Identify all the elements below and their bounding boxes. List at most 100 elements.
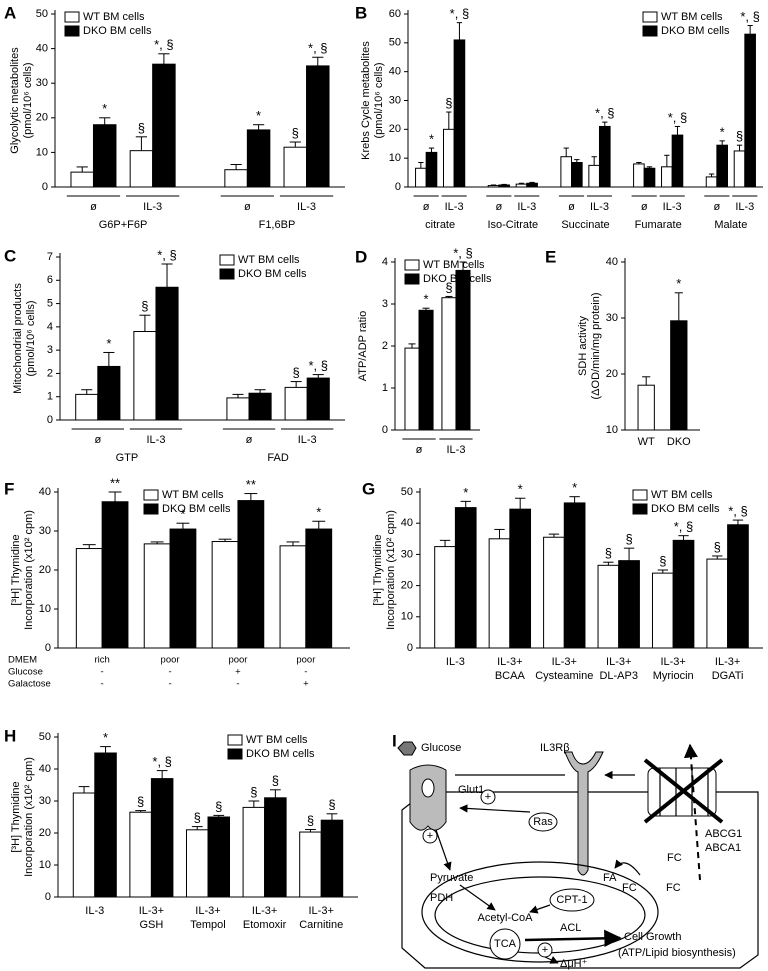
x-tick-label: IL-3: [143, 201, 162, 213]
y-tick-label: 2: [47, 367, 53, 379]
y-tick-label: 3: [382, 298, 388, 310]
x-tick-label: ø: [568, 201, 575, 213]
significance-label: §: [293, 365, 300, 380]
arrow: [459, 804, 531, 813]
significance-label: *, §: [308, 358, 328, 373]
y-tick-label: 10: [389, 152, 401, 164]
diagram-label: PDH: [430, 892, 453, 904]
arrow: [544, 956, 559, 964]
y-tick-label: 30: [36, 77, 48, 89]
x-tick-label: IL-3+: [497, 656, 522, 668]
legend-label: WT BM cells: [651, 489, 713, 501]
x-tick-label: IL-3: [735, 201, 754, 213]
y-tick-label: 4: [382, 256, 388, 268]
significance-label: §: [714, 539, 721, 554]
legend-label: WT BM cells: [162, 489, 224, 501]
diagram-label: Glut1: [458, 784, 484, 796]
significance-label: §: [292, 125, 299, 140]
significance-label: *, §: [674, 519, 694, 534]
bar: [488, 538, 511, 649]
y-tick-label: 10: [36, 146, 48, 158]
bar: [671, 134, 684, 188]
legend-swatch: [219, 268, 235, 280]
significance-label: §: [215, 799, 222, 814]
legend-label: WT BM cells: [423, 259, 485, 271]
bar: [143, 543, 171, 649]
panel-label: C: [4, 246, 16, 265]
significance-label: *: [572, 480, 577, 495]
y-axis-label: Krebs Cycle metabolites: [360, 41, 372, 160]
significance-label: *, §: [728, 504, 748, 519]
significance-label: *: [429, 132, 434, 147]
significance-label: *, §: [450, 6, 470, 21]
group-label: F1,6BP: [259, 219, 296, 231]
diagram-label: ABCG1: [705, 828, 742, 840]
x-tick-label: Etomoxir: [243, 919, 287, 931]
x-tick-label: IL-3+: [660, 656, 685, 668]
significance-label: *: [463, 485, 468, 500]
x-tick-label: IL-3: [446, 656, 465, 668]
significance-label: §: [137, 794, 144, 809]
bar: [706, 558, 729, 649]
panel-label: F: [4, 479, 14, 498]
group-label: Succinate: [561, 219, 609, 231]
y-axis-label: (ΔOD/min/mg protein): [590, 293, 602, 400]
bar: [75, 393, 99, 421]
y-tick-label: 20: [606, 368, 618, 380]
significance-label: *: [106, 336, 111, 351]
x-tick-label: DGATi: [712, 670, 744, 682]
significance-label: §: [659, 553, 666, 568]
y-tick-label: 20: [401, 580, 413, 592]
condition-value: +: [235, 667, 241, 678]
panel-label: B: [355, 3, 367, 22]
y-tick-label: 20: [389, 123, 401, 135]
y-tick-label: 0: [47, 414, 53, 426]
legend-label: WT BM cells: [246, 734, 308, 746]
legend-swatch: [64, 25, 80, 37]
y-tick-label: 50: [389, 37, 401, 49]
y-tick-label: 40: [606, 256, 618, 268]
y-tick-label: 10: [39, 859, 51, 871]
bar: [129, 811, 152, 898]
significance-label: *: [256, 108, 261, 123]
bar: [185, 829, 209, 898]
bar: [92, 124, 117, 188]
y-tick-label: 0: [382, 424, 388, 436]
bar: [150, 778, 174, 898]
y-tick-label: 40: [389, 66, 401, 78]
y-axis-label: (pmol/10⁶ cells): [373, 62, 385, 138]
bar: [305, 528, 333, 649]
diagram-label: (ATP/Lipid biosynthesis): [618, 947, 736, 959]
bar: [283, 146, 308, 188]
cross: [643, 758, 724, 824]
bar: [672, 539, 695, 649]
significance-label: **: [110, 475, 120, 490]
panel-label: D: [355, 247, 367, 266]
significance-label: §: [445, 280, 452, 295]
significance-label: §: [138, 120, 145, 135]
bar: [75, 548, 103, 649]
y-axis-label: SDH activity: [577, 316, 589, 376]
x-tick-label: poor: [161, 655, 180, 666]
cpt1-shape: [549, 888, 595, 912]
diagram-label: FC: [666, 882, 681, 894]
plus-circle: [422, 828, 438, 844]
bar: [633, 163, 645, 188]
condition-value: +: [303, 679, 309, 690]
bar: [454, 507, 477, 649]
y-tick-label: 10: [39, 603, 51, 615]
x-tick-label: IL-3+: [252, 905, 277, 917]
legend-swatch: [143, 503, 159, 515]
legend-label: WT BM cells: [83, 11, 145, 23]
y-tick-label: 0: [395, 181, 401, 193]
y-tick-label: 30: [606, 312, 618, 324]
legend-swatch: [642, 25, 658, 37]
significance-label: *, §: [152, 754, 172, 769]
condition-value: -: [168, 679, 171, 690]
diagram-label: Cell Growth: [624, 931, 681, 943]
x-tick-label: IL-3+: [606, 656, 631, 668]
plus-sign: +: [485, 791, 491, 803]
diagram-label: ΔμH⁺: [560, 958, 588, 970]
bar: [284, 386, 308, 421]
bar: [169, 528, 197, 649]
